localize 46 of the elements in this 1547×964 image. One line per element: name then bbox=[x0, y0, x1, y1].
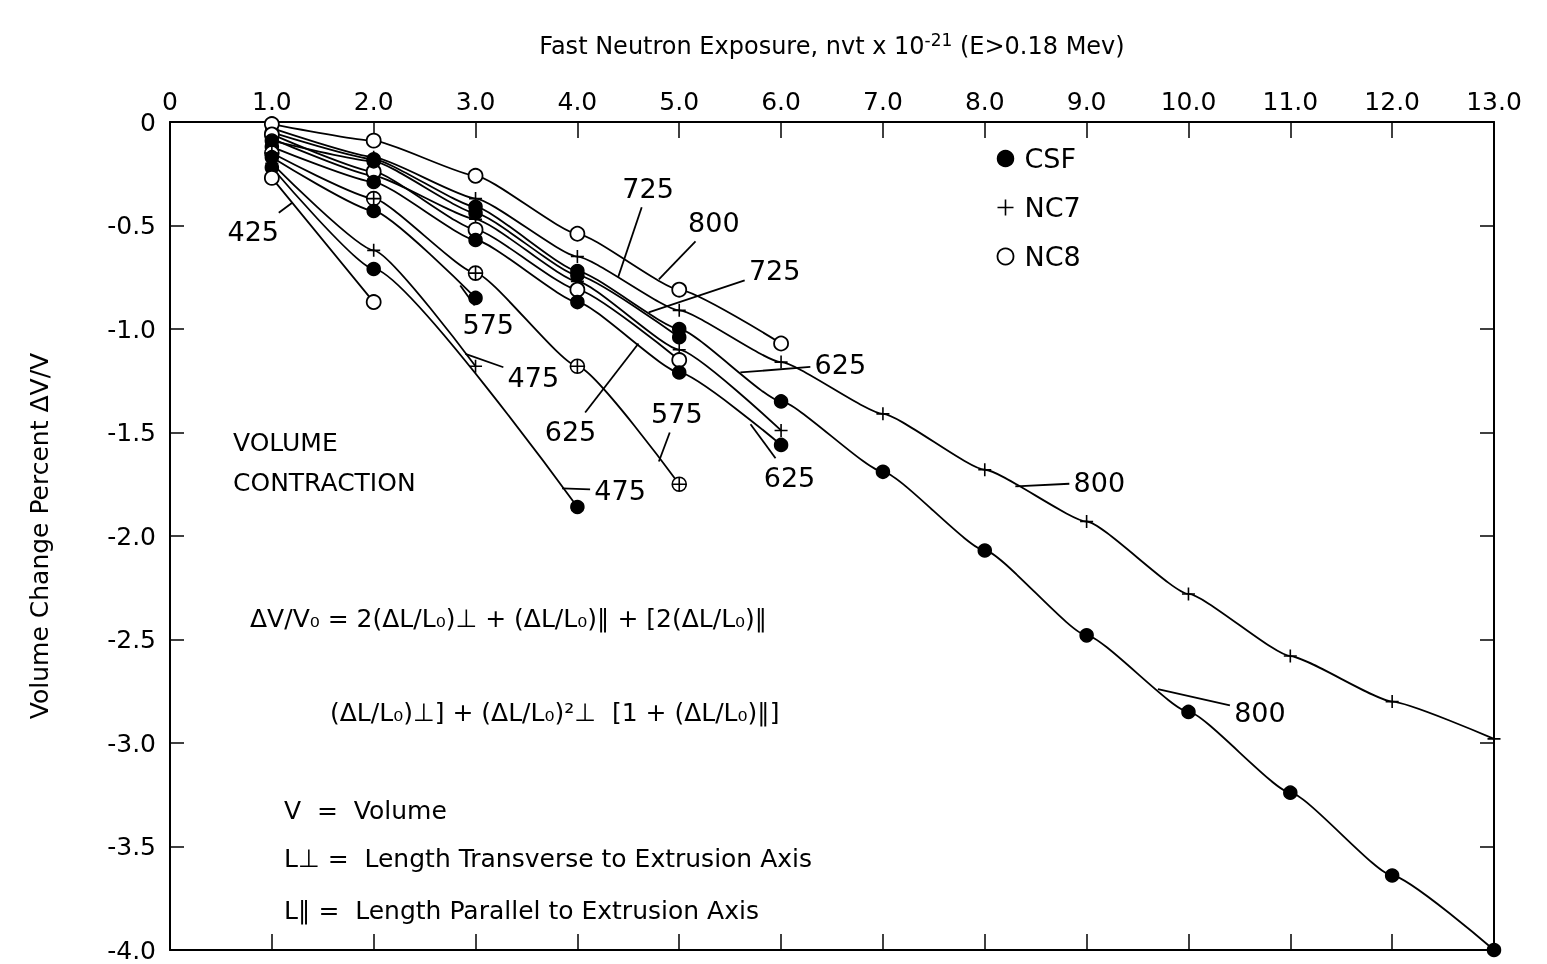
annotation: L∥ = Length Parallel to Extrusion Axis bbox=[284, 895, 759, 925]
x-tick-label: 6.0 bbox=[761, 87, 801, 116]
legend-label: NC8 bbox=[1024, 241, 1081, 272]
y-tick-label: -3.0 bbox=[107, 728, 156, 758]
x-tick-label: 12.0 bbox=[1364, 87, 1420, 116]
annotation: VOLUME CONTRACTION bbox=[233, 427, 416, 497]
legend-label: CSF bbox=[1024, 143, 1077, 174]
x-tick-label: 9.0 bbox=[1066, 87, 1107, 116]
annotation: 475 bbox=[594, 474, 646, 506]
y-tick-label: 0 bbox=[140, 107, 156, 137]
annotation: ΔV/V₀ = 2(ΔL/L₀)⊥ + (ΔL/L₀)∥ + [2(ΔL/L₀)∥ bbox=[250, 603, 768, 633]
x-tick-label: 13.0 bbox=[1466, 87, 1522, 116]
annotation: 425 bbox=[227, 216, 279, 248]
annotation: 625 bbox=[763, 461, 816, 493]
x-tick-label: 8.0 bbox=[964, 87, 1005, 116]
y-axis-title: Volume Change Percent ΔV/V bbox=[25, 352, 54, 720]
y-tick-label: -2.0 bbox=[107, 521, 156, 551]
legend-label: NC7 bbox=[1024, 192, 1081, 223]
annotation: 575 bbox=[651, 397, 703, 429]
annotation: 800 bbox=[1073, 466, 1126, 498]
x-tick-label: 2.0 bbox=[353, 87, 394, 116]
annotation: 725 bbox=[748, 254, 801, 286]
y-tick-label: -0.5 bbox=[107, 211, 156, 240]
annotation: L⊥ = Length Transverse to Extrusion Axis bbox=[284, 843, 813, 873]
y-tick-label: -3.5 bbox=[107, 832, 156, 861]
x-tick-label: 5.0 bbox=[659, 87, 700, 116]
x-tick-label: 10.0 bbox=[1160, 87, 1217, 116]
x-tick-label: 7.0 bbox=[863, 87, 903, 116]
x-tick-label: 1.0 bbox=[251, 87, 292, 116]
x-tick-label: 3.0 bbox=[455, 87, 496, 116]
annotation: 725 bbox=[622, 172, 674, 204]
y-tick-label: -1.0 bbox=[107, 314, 156, 344]
y-tick-label: -1.5 bbox=[107, 418, 156, 447]
y-tick-label: -4.0 bbox=[107, 935, 156, 964]
x-tick-label: 4.0 bbox=[557, 87, 598, 116]
annotation: 800 bbox=[1234, 696, 1286, 728]
x-tick-label: 0 bbox=[162, 87, 178, 116]
x-tick-label: 11.0 bbox=[1262, 87, 1319, 116]
annotation: 800 bbox=[688, 206, 740, 238]
annotation: 475 bbox=[507, 362, 560, 394]
annotation: 625 bbox=[544, 415, 597, 447]
annotation: 575 bbox=[462, 309, 515, 341]
annotation: (ΔL/L₀)⊥] + (ΔL/L₀)²⊥ [1 + (ΔL/L₀)∥] bbox=[330, 697, 780, 727]
annotation: 625 bbox=[814, 348, 867, 380]
annotation: V = Volume bbox=[284, 795, 447, 825]
y-tick-label: -2.5 bbox=[107, 625, 156, 654]
